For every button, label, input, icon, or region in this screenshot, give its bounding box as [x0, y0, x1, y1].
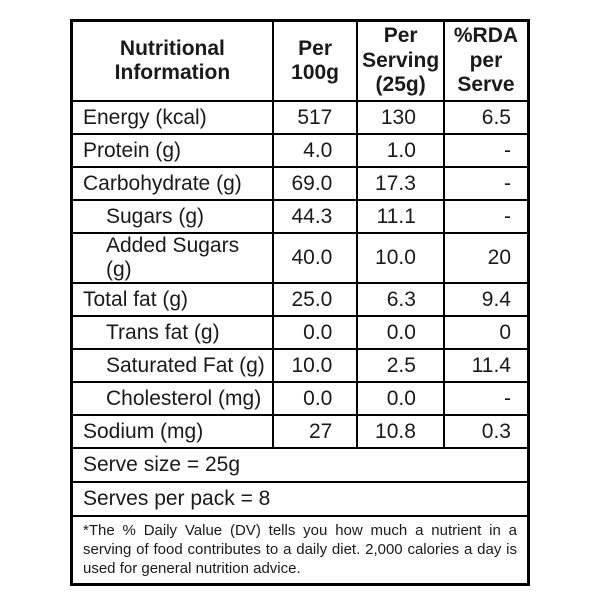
table-row-cholesterol: Cholesterol (mg) 0.0 0.0 - — [70, 381, 530, 416]
serve-size-text: Serve size = 25g — [70, 447, 530, 483]
per-serving-value: 6.3 — [356, 282, 445, 317]
per-100g-value: 0.0 — [271, 315, 359, 350]
per-serving-value: 1.0 — [356, 133, 445, 168]
per-100g-value: 0.0 — [271, 381, 359, 416]
serve-size-row: Serve size = 25g — [70, 447, 530, 483]
daily-value-footnote: *The % Daily Value (DV) tells you how mu… — [70, 515, 530, 586]
nutrient-label: Sodium (mg) — [70, 414, 274, 449]
per-100g-value: 10.0 — [271, 348, 359, 383]
header-per-serving: Per Serving (25g) — [356, 19, 445, 102]
per-serving-value: 0.0 — [356, 315, 445, 350]
footnote-line-1: *The % Daily Value (DV) tells you how mu… — [83, 522, 517, 539]
nutrient-label: Protein (g) — [70, 133, 274, 168]
per-serving-value: 2.5 — [356, 348, 445, 383]
per-100g-value: 517 — [271, 100, 359, 135]
per-serving-value: 130 — [356, 100, 445, 135]
nutrient-label: Added Sugars (g) — [70, 232, 274, 284]
table-row-saturated-fat: Saturated Fat (g) 10.0 2.5 11.4 — [70, 348, 530, 383]
table-row-sodium: Sodium (mg) 27 10.8 0.3 — [70, 414, 530, 449]
per-serving-value: 11.1 — [356, 199, 445, 234]
table-row-energy: Energy (kcal) 517 130 6.5 — [70, 100, 530, 135]
per-100g-value: 4.0 — [271, 133, 359, 168]
per-100g-value: 44.3 — [271, 199, 359, 234]
serves-per-pack-row: Serves per pack = 8 — [70, 481, 530, 517]
nutrient-label: Carbohydrate (g) — [70, 166, 274, 201]
header-per-100g: Per 100g — [271, 19, 359, 102]
per-serving-value: 10.8 — [356, 414, 445, 449]
nutrient-label: Sugars (g) — [70, 199, 274, 234]
nutrient-label: Cholesterol (mg) — [70, 381, 274, 416]
serves-per-pack-text: Serves per pack = 8 — [70, 481, 530, 517]
header-row: Nutritional Information Per 100g Per Ser… — [70, 19, 530, 102]
per-100g-value: 69.0 — [271, 166, 359, 201]
nutrient-label: Saturated Fat (g) — [70, 348, 274, 383]
nutrition-label: Nutritional Information Per 100g Per Ser… — [70, 19, 530, 586]
header-rda-per-serve: %RDA per Serve — [442, 19, 530, 102]
table-row-carbohydrate: Carbohydrate (g) 69.0 17.3 - — [70, 166, 530, 201]
table-row-protein: Protein (g) 4.0 1.0 - — [70, 133, 530, 168]
header-nutritional-information: Nutritional Information — [70, 19, 274, 102]
rda-value: 0 — [442, 315, 530, 350]
nutrient-label: Energy (kcal) — [70, 100, 274, 135]
per-100g-value: 40.0 — [271, 232, 359, 284]
rda-value: 11.4 — [442, 348, 530, 383]
rda-value: 0.3 — [442, 414, 530, 449]
rda-value: - — [442, 166, 530, 201]
nutrient-label: Total fat (g) — [70, 282, 274, 317]
per-serving-value: 10.0 — [356, 232, 445, 284]
table-row-trans-fat: Trans fat (g) 0.0 0.0 0 — [70, 315, 530, 350]
rda-value: - — [442, 133, 530, 168]
footnote-line-2: serving of food contributes to a daily d… — [83, 541, 517, 558]
per-100g-value: 25.0 — [271, 282, 359, 317]
rda-value: - — [442, 381, 530, 416]
table-row-added-sugars: Added Sugars (g) 40.0 10.0 20 — [70, 232, 530, 284]
footnote-row: *The % Daily Value (DV) tells you how mu… — [70, 515, 530, 586]
table-row-total-fat: Total fat (g) 25.0 6.3 9.4 — [70, 282, 530, 317]
per-100g-value: 27 — [271, 414, 359, 449]
table-row-sugars: Sugars (g) 44.3 11.1 - — [70, 199, 530, 234]
rda-value: 9.4 — [442, 282, 530, 317]
per-serving-value: 17.3 — [356, 166, 445, 201]
nutrition-table: Nutritional Information Per 100g Per Ser… — [70, 19, 530, 586]
footnote-line-3: used for general nutrition advice. — [83, 560, 301, 577]
rda-value: 6.5 — [442, 100, 530, 135]
nutrient-label: Trans fat (g) — [70, 315, 274, 350]
per-serving-value: 0.0 — [356, 381, 445, 416]
rda-value: - — [442, 199, 530, 234]
rda-value: 20 — [442, 232, 530, 284]
